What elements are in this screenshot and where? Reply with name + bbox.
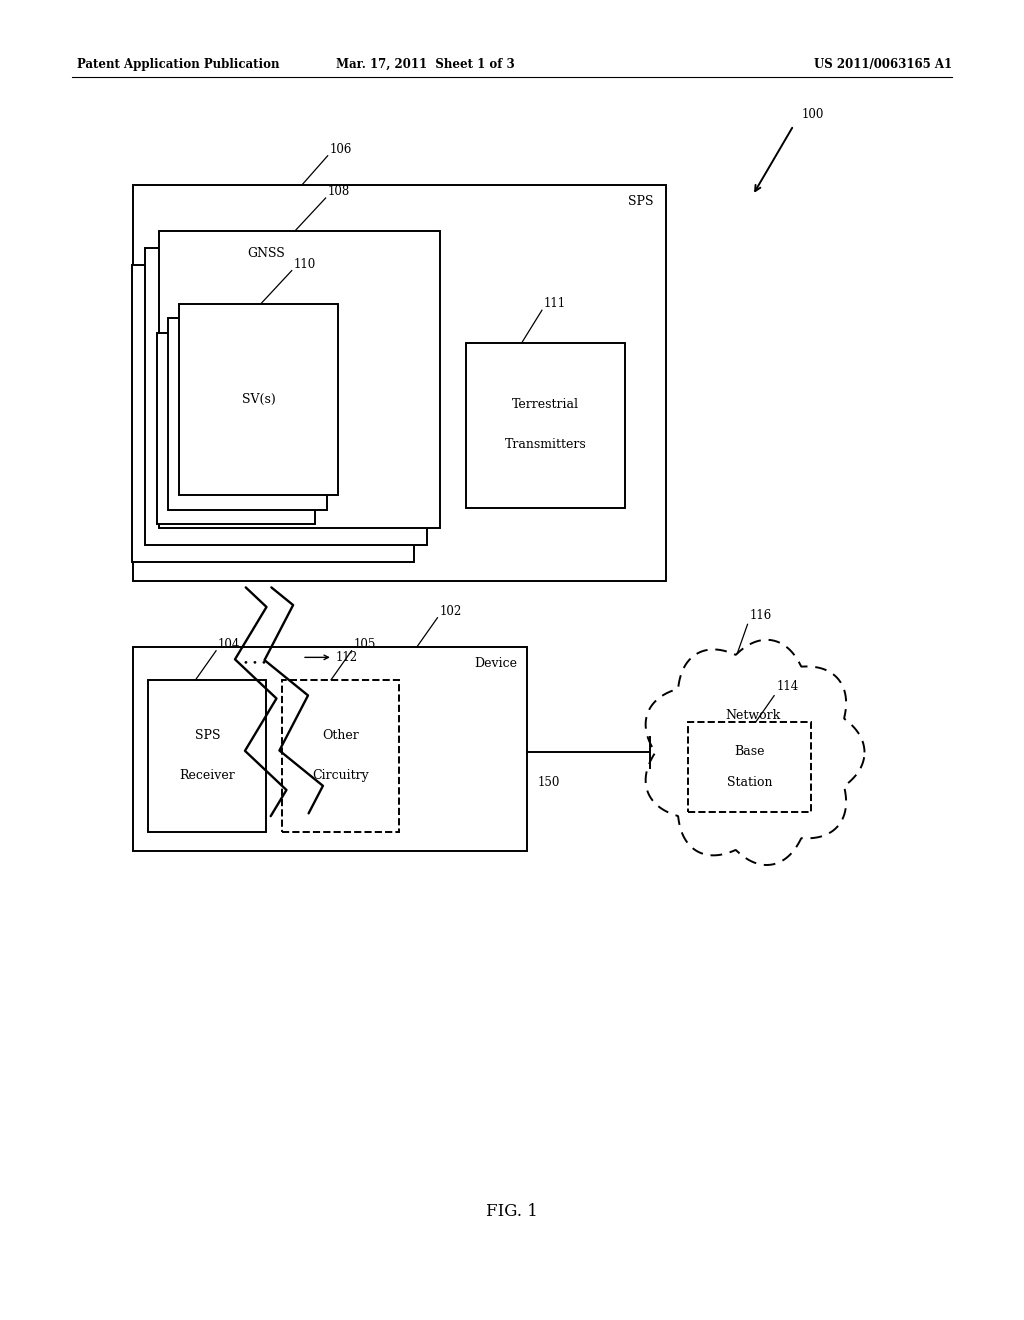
- Text: Patent Application Publication: Patent Application Publication: [77, 58, 280, 71]
- Text: SPS: SPS: [195, 730, 220, 742]
- Text: Other: Other: [323, 730, 358, 742]
- Text: GNSS: GNSS: [247, 247, 285, 260]
- Text: Station: Station: [727, 776, 772, 789]
- Text: 116: 116: [750, 609, 772, 622]
- Bar: [145, 248, 427, 545]
- Bar: [132, 265, 414, 562]
- Text: Receiver: Receiver: [179, 770, 236, 781]
- Text: 102: 102: [439, 605, 462, 618]
- Text: 111: 111: [544, 297, 566, 310]
- Text: US 2011/0063165 A1: US 2011/0063165 A1: [814, 58, 952, 71]
- Bar: [688, 722, 811, 812]
- Text: Circuitry: Circuitry: [312, 770, 369, 781]
- Text: Transmitters: Transmitters: [505, 438, 586, 450]
- Bar: [133, 647, 527, 851]
- Text: SPS: SPS: [628, 195, 653, 209]
- Bar: [282, 680, 399, 832]
- Text: 108: 108: [328, 185, 350, 198]
- Text: Terrestrial: Terrestrial: [512, 399, 579, 411]
- Text: 106: 106: [330, 143, 352, 156]
- Text: Mar. 17, 2011  Sheet 1 of 3: Mar. 17, 2011 Sheet 1 of 3: [336, 58, 514, 71]
- Text: Base: Base: [734, 744, 765, 758]
- Bar: [133, 185, 666, 581]
- Text: SV(s): SV(s): [242, 393, 275, 405]
- Text: Device: Device: [474, 657, 517, 671]
- Text: 104: 104: [218, 638, 241, 651]
- Text: 110: 110: [294, 257, 316, 271]
- Bar: [466, 343, 625, 508]
- Text: 150: 150: [538, 776, 560, 789]
- Bar: [159, 231, 440, 528]
- Bar: [179, 304, 338, 495]
- Text: 114: 114: [776, 680, 799, 693]
- Bar: [148, 680, 266, 832]
- Text: 112: 112: [336, 651, 358, 664]
- Text: 100: 100: [802, 108, 824, 121]
- Text: 105: 105: [353, 638, 376, 651]
- Bar: [168, 318, 327, 510]
- Bar: [157, 333, 315, 524]
- Text: • • •: • • •: [243, 660, 267, 668]
- Text: FIG. 1: FIG. 1: [486, 1204, 538, 1220]
- Text: Network: Network: [725, 709, 780, 722]
